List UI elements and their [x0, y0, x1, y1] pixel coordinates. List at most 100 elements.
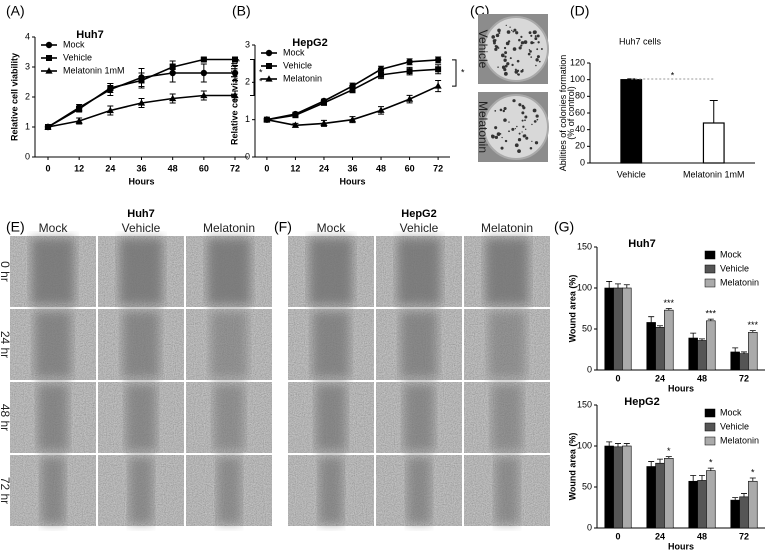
legend-label: Mock — [283, 47, 305, 57]
wound-gap — [494, 457, 520, 524]
wound-gap — [119, 238, 163, 305]
legend-swatch — [704, 408, 716, 418]
chart-title: Huh7 — [628, 238, 656, 250]
y-tick-label: 1 — [25, 121, 30, 131]
x-tick-label: 48 — [376, 163, 386, 173]
marker — [200, 69, 208, 77]
bar — [622, 287, 632, 371]
y-axis-label: Wound area (%) — [567, 433, 577, 501]
colony — [518, 132, 521, 135]
colony — [518, 103, 522, 107]
colony — [536, 34, 540, 38]
legend-label: Vehicle — [720, 263, 749, 273]
colony — [504, 51, 508, 55]
wound-gap — [485, 238, 529, 305]
bar — [748, 480, 758, 529]
bar — [688, 337, 698, 371]
colony — [530, 41, 534, 45]
colony — [506, 62, 510, 66]
colony — [521, 119, 524, 122]
legend-label: Vehicle — [63, 52, 92, 62]
y-tick-label: 1 — [245, 114, 250, 124]
colony — [504, 55, 507, 58]
colony — [536, 55, 540, 59]
marker — [435, 66, 442, 73]
wound-gap — [315, 384, 347, 451]
chart-title: HepG2 — [292, 37, 327, 49]
marker — [200, 91, 208, 99]
colony — [506, 30, 511, 34]
colony — [505, 24, 507, 27]
marker — [406, 58, 413, 65]
legend-swatch — [704, 264, 716, 274]
x-tick-label: 36 — [347, 163, 357, 173]
x-axis-label: Hours — [668, 541, 694, 551]
wound-gap — [37, 384, 69, 451]
colony — [516, 59, 520, 63]
colony — [504, 139, 508, 143]
colony — [503, 118, 507, 122]
y-tick-label: 0 — [587, 522, 592, 532]
y-tick-label: 150 — [577, 399, 592, 409]
x-tick-label: 60 — [405, 163, 415, 173]
significance-bracket — [250, 59, 255, 96]
photo-label: Vehicle — [476, 30, 490, 69]
marker — [106, 106, 114, 114]
marker — [292, 112, 299, 119]
legend-marker — [45, 67, 53, 74]
colony — [532, 30, 537, 35]
colony — [517, 149, 521, 153]
marker — [406, 68, 413, 75]
wound-gap — [318, 457, 344, 524]
y-tick-label: 150 — [577, 241, 592, 251]
colony — [512, 47, 517, 51]
x-tick-label: 12 — [74, 163, 84, 173]
legend-label: Melatonin — [283, 73, 322, 83]
legend-marker — [265, 49, 273, 57]
marker — [263, 115, 271, 123]
row-label: 24 hr — [0, 331, 12, 358]
y-axis-label: Relative cell viability — [229, 57, 239, 145]
row-label: 72 hr — [0, 477, 12, 504]
y-axis-label: Relative cell viability — [9, 53, 19, 141]
bar — [655, 327, 665, 371]
wound-gap — [312, 311, 350, 378]
significance: *** — [748, 320, 759, 330]
bar — [664, 309, 674, 371]
x-tick-label: 60 — [199, 163, 209, 173]
colony — [511, 127, 515, 131]
wound-gap — [128, 457, 154, 524]
marker — [107, 85, 114, 91]
bar — [739, 496, 749, 529]
colony — [505, 41, 510, 46]
significance: * — [461, 67, 465, 77]
bar — [604, 445, 614, 529]
significance: * — [709, 458, 713, 468]
legend-marker — [45, 41, 53, 49]
colony — [515, 31, 519, 35]
colony — [503, 106, 507, 111]
wound-gap — [400, 311, 438, 378]
wound-gap — [125, 384, 157, 451]
colony — [538, 60, 541, 63]
colony — [523, 134, 527, 137]
colony — [531, 123, 533, 126]
colony — [530, 34, 533, 37]
significance: * — [667, 446, 671, 456]
legend-marker — [46, 55, 52, 61]
colony — [535, 58, 539, 62]
legend-label: Melatonin — [720, 277, 759, 287]
marker — [200, 56, 207, 63]
x-tick-label: 72 — [433, 163, 443, 173]
panel-label: (G) — [554, 219, 574, 235]
colony — [498, 31, 501, 35]
colony — [499, 108, 503, 112]
marker — [291, 121, 300, 128]
x-tick-label: 24 — [655, 373, 665, 383]
column-label: Melatonin — [203, 221, 255, 235]
legend-label: Vehicle — [283, 60, 312, 70]
colony — [532, 41, 535, 44]
y-tick-label: 100 — [577, 440, 592, 450]
bar — [646, 322, 656, 371]
x-tick-label: Vehicle — [617, 169, 646, 179]
